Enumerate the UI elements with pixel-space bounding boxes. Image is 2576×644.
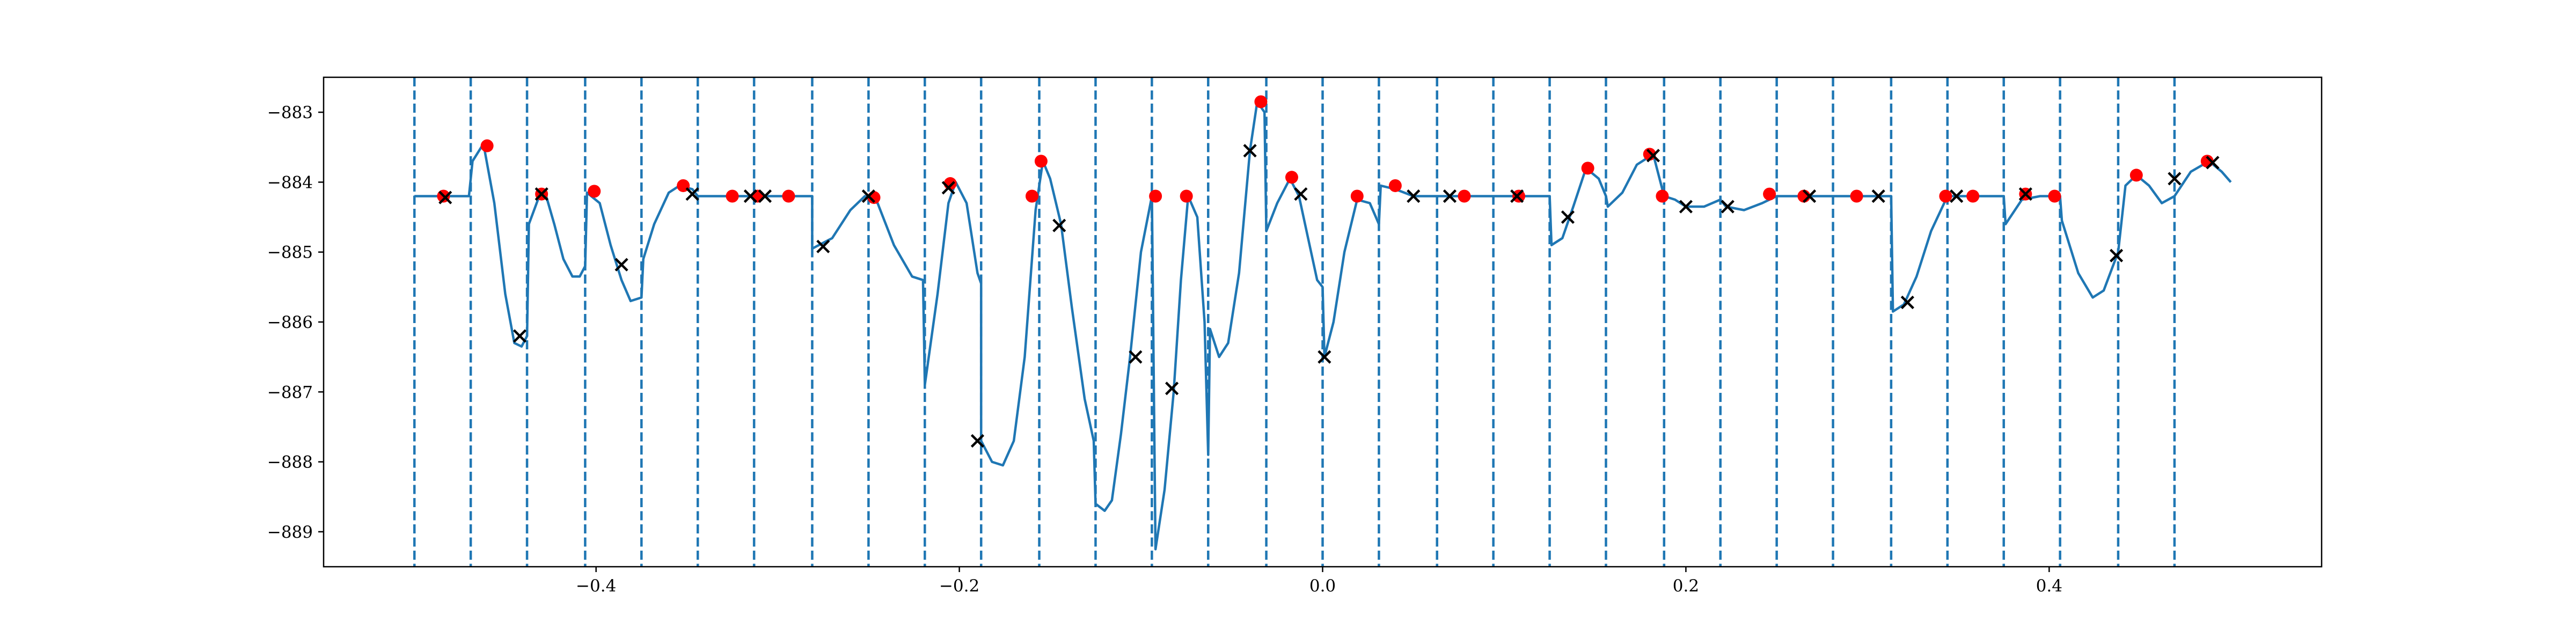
x-marker-point <box>1129 350 1143 364</box>
red-dot-point <box>480 139 494 152</box>
x-marker-point <box>1294 187 1308 201</box>
x-marker-point <box>2109 248 2124 262</box>
x-marker-point <box>513 329 527 343</box>
y-tick-label: −886 <box>267 313 313 332</box>
red-dot-point <box>1966 189 1980 203</box>
y-tick-label: −883 <box>267 103 313 122</box>
red-dot-point <box>588 185 601 198</box>
x-tick-label: −0.2 <box>939 576 979 596</box>
x-marker-point <box>970 434 985 448</box>
x-tick-label: 0.0 <box>1309 576 1336 596</box>
red-dot-point <box>1350 189 1364 203</box>
x-marker-point <box>1443 189 1457 203</box>
x-marker-point <box>1950 189 1964 203</box>
x-marker-point <box>1165 382 1179 396</box>
red-dot-point <box>1034 155 1048 168</box>
x-marker-point <box>1318 350 1331 364</box>
red-dot-point <box>782 189 795 203</box>
red-dot-point <box>1149 189 1162 203</box>
red-dot-point <box>1512 189 1526 203</box>
x-marker-point <box>816 239 830 253</box>
red-dot-point <box>2129 169 2143 182</box>
red-dot-point <box>2048 189 2061 203</box>
x-marker-point <box>1721 200 1735 214</box>
red-dot-point <box>1180 189 1193 203</box>
y-tick-label: −885 <box>267 243 313 262</box>
x-marker-point <box>743 189 757 203</box>
x-tick-label: −0.4 <box>576 576 616 596</box>
x-marker-point <box>2206 156 2220 170</box>
series-line <box>414 100 2232 551</box>
red-dot-point <box>1763 187 1776 201</box>
x-marker-point <box>2168 172 2182 186</box>
x-marker-point <box>1802 189 1817 203</box>
x-marker-point <box>941 181 955 195</box>
x-marker-point <box>1871 189 1885 203</box>
x-marker-point <box>1900 295 1914 310</box>
red-dot-point <box>1581 162 1594 175</box>
x-marker-point <box>1052 218 1066 232</box>
x-marker-point <box>685 187 699 201</box>
x-tick-label: 0.4 <box>2036 576 2062 596</box>
x-marker-point <box>1561 210 1575 224</box>
y-tick-label: −889 <box>267 523 313 542</box>
red-dot-point <box>1656 189 1669 203</box>
x-axis-ticks: −0.4 −0.2 0.0 0.2 0.4 <box>576 567 2062 596</box>
x-marker-point <box>1243 144 1257 158</box>
plot-frame <box>323 76 2323 568</box>
y-tick-label: −884 <box>267 173 313 192</box>
x-marker-point <box>1407 189 1421 203</box>
red-dot-point <box>1388 179 1402 192</box>
x-tick-label: 0.2 <box>1673 576 1699 596</box>
red-dot-point <box>751 189 764 203</box>
x-marker-point <box>1646 149 1660 163</box>
x-marker-point <box>1510 189 1524 203</box>
x-marker-point <box>861 189 875 203</box>
line-series <box>414 100 2232 551</box>
x-marker-point <box>614 258 628 272</box>
red-dot-point <box>1939 189 1952 203</box>
x-marker-point <box>1679 200 1693 214</box>
red-dot-point <box>1285 171 1298 184</box>
red-dot-point <box>1254 95 1268 108</box>
y-tick-label: −888 <box>267 453 313 472</box>
y-tick-label: −887 <box>267 383 313 402</box>
red-dot-point <box>1025 189 1038 203</box>
x-marker-point <box>438 191 452 204</box>
y-axis-ticks: −883 −884 −885 −886 −887 −888 −889 <box>267 103 324 542</box>
x-marker-point <box>758 189 772 203</box>
x-marker-point <box>535 187 548 201</box>
red-dot-point <box>1850 189 1863 203</box>
black-x-markers <box>438 144 2220 448</box>
red-dot-point <box>726 189 739 203</box>
x-marker-point <box>2018 187 2032 201</box>
red-dot-point <box>1458 189 1471 203</box>
